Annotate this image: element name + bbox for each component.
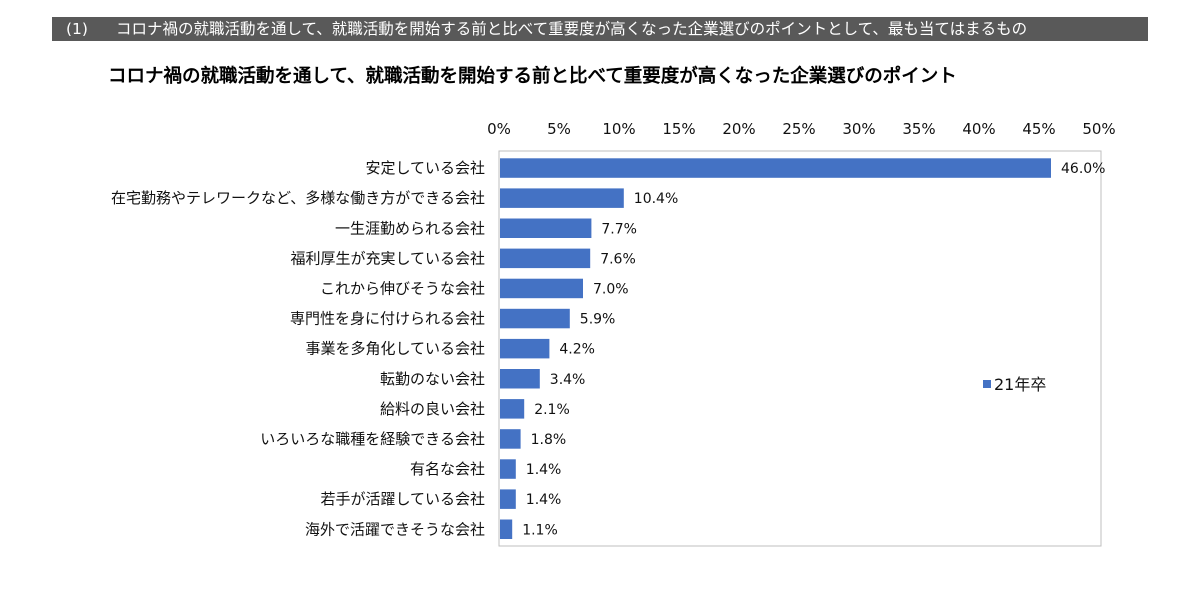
bar <box>500 399 525 419</box>
bar <box>500 188 624 208</box>
x-tick-label: 20% <box>722 120 755 138</box>
data-label: 1.8% <box>531 432 567 448</box>
bar <box>500 429 521 449</box>
category-label: 在宅勤務やテレワークなど、多様な働き方ができる会社 <box>111 189 485 207</box>
category-label: 専門性を身に付けられる会社 <box>290 310 485 328</box>
bar <box>500 519 513 539</box>
x-tick-label: 30% <box>842 120 875 138</box>
plot-frame <box>498 150 1102 547</box>
x-tick-label: 15% <box>662 120 695 138</box>
bar <box>500 338 550 359</box>
category-label: 一生涯勤められる会社 <box>335 219 485 237</box>
bar <box>500 459 516 479</box>
category-label: 給料の良い会社 <box>380 400 485 418</box>
x-tick-label: 50% <box>1082 120 1115 138</box>
data-label: 7.6% <box>600 251 636 267</box>
bar <box>500 489 516 509</box>
data-label: 5.9% <box>580 312 616 328</box>
data-label: 10.4% <box>634 191 678 207</box>
data-label: 7.7% <box>601 221 637 237</box>
category-label: 若手が活躍している会社 <box>320 490 485 508</box>
data-label: 46.0% <box>1061 161 1105 177</box>
x-tick-label: 35% <box>902 120 935 138</box>
data-label: 1.1% <box>522 522 558 538</box>
category-label: いろいろな職種を経験できる会社 <box>260 430 485 448</box>
bar <box>500 278 583 299</box>
chart-title: コロナ禍の就職活動を通して、就職活動を開始する前と比べて重要度が高くなった企業選… <box>108 66 957 87</box>
bar <box>500 158 1051 178</box>
category-label: 福利厚生が充実している会社 <box>290 249 485 267</box>
x-tick-label: 25% <box>782 120 815 138</box>
data-label: 4.2% <box>559 342 595 358</box>
data-label: 1.4% <box>526 492 562 508</box>
category-label: これから伸びそうな会社 <box>320 279 485 297</box>
x-tick-label: 10% <box>602 120 635 138</box>
bar <box>500 308 570 329</box>
x-tick-label: 5% <box>547 120 571 138</box>
legend-label: 21年卒 <box>994 375 1046 394</box>
section-number: (1) <box>66 20 88 38</box>
category-label: 安定している会社 <box>365 159 485 177</box>
bar <box>500 248 591 269</box>
section-header: (1) コロナ禍の就職活動を通して、就職活動を開始する前と比べて重要度が高くなった… <box>52 17 1148 41</box>
category-label: 有名な会社 <box>410 460 485 478</box>
x-tick-label: 0% <box>487 120 511 138</box>
data-label: 1.4% <box>526 462 562 478</box>
bar <box>500 218 592 238</box>
data-label: 2.1% <box>534 402 570 418</box>
x-tick-label: 40% <box>962 120 995 138</box>
data-label: 3.4% <box>550 372 586 388</box>
x-tick-label: 45% <box>1022 120 1055 138</box>
legend-swatch <box>983 380 991 388</box>
bar <box>500 369 540 389</box>
section-header-text: コロナ禍の就職活動を通して、就職活動を開始する前と比べて重要度が高くなった企業選… <box>116 20 1028 38</box>
data-label: 7.0% <box>593 281 629 297</box>
category-label: 事業を多角化している会社 <box>305 340 485 358</box>
category-label: 海外で活躍できそうな会社 <box>305 520 485 538</box>
category-label: 転勤のない会社 <box>380 370 485 388</box>
